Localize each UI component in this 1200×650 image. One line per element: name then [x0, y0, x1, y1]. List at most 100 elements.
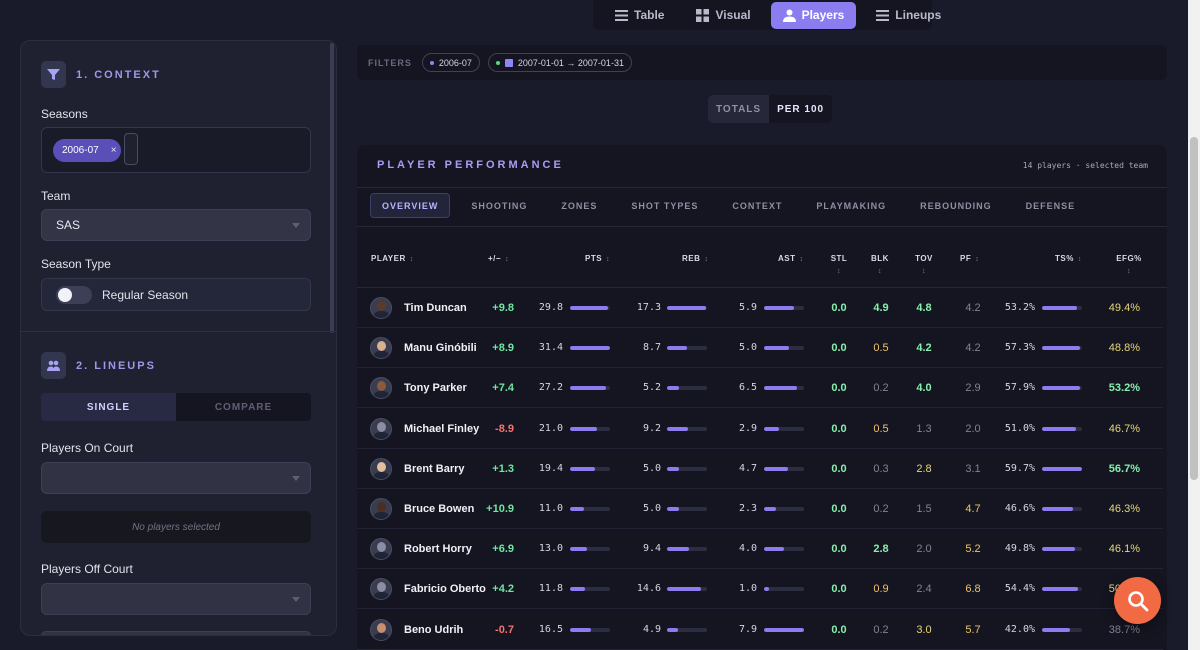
table-row[interactable]: Tony Parker +7.4 27.2 5.2 6.5 0.0 0.2 4.0 2.9 57.… [357, 368, 1163, 409]
table-row[interactable]: Tim Duncan +9.8 29.8 17.3 5.9 0.0 4.9 4.8 4.2 53.… [357, 288, 1163, 328]
col-efg[interactable]: EFG% ↕ [1114, 252, 1144, 278]
avatar [370, 538, 392, 561]
sort-icon: ↕ [1077, 256, 1082, 263]
pts-value: 11.8 [538, 583, 563, 595]
reb-bar-fill [667, 426, 689, 431]
ast-bar-fill [764, 386, 797, 391]
col-ast[interactable]: AST ↕ [778, 254, 804, 263]
player-name[interactable]: Beno Udrih [404, 623, 464, 636]
blk-value: 0.2 [873, 382, 889, 395]
tov-value: 1.5 [916, 503, 932, 515]
col-player[interactable]: PLAYER ↕ [371, 254, 414, 263]
lineups-section-header: 2. LINEUPS [41, 352, 156, 379]
stl-value: 0.0 [831, 422, 847, 435]
reb-bar [667, 547, 707, 552]
stl-value: 0.0 [831, 342, 847, 355]
ts-bar [1042, 547, 1082, 552]
filter-season-chip[interactable]: 2006-07 [421, 53, 480, 72]
players-on-court-select[interactable] [41, 462, 311, 494]
avatar-head [377, 461, 386, 472]
ts-bar [1042, 346, 1082, 351]
table-row[interactable]: Bruce Bowen +10.9 11.0 5.0 2.3 0.0 0.2 1.5 4.7 46… [357, 489, 1163, 529]
player-name[interactable]: Fabricio Oberto [404, 583, 486, 596]
totals-button[interactable]: TOTALS [708, 95, 770, 123]
player-name[interactable]: Tony Parker [404, 382, 467, 395]
ts-bar-fill [1042, 627, 1070, 632]
tov-value: 4.2 [916, 342, 932, 355]
table-row[interactable]: Michael Finley -8.9 21.0 9.2 2.9 0.0 0.5 1.3 2.0… [357, 409, 1163, 449]
table-row[interactable]: Fabricio Oberto +4.2 11.8 14.6 1.0 0.0 0.9 2.4 6… [357, 569, 1163, 610]
player-name[interactable]: Bruce Bowen [404, 503, 475, 515]
player-name[interactable]: Manu Ginóbili [404, 342, 477, 355]
pts-bar-fill [570, 386, 606, 391]
col-blk[interactable]: BLK ↕ [868, 252, 892, 278]
mode-compare-button[interactable]: COMPARE [176, 393, 311, 421]
sort-icon: ↕ [975, 256, 980, 263]
player-name[interactable]: Tim Duncan [404, 302, 467, 314]
col-plus-minus[interactable]: +/− ↕ [488, 254, 510, 263]
tab-context[interactable]: CONTEXT [732, 200, 783, 211]
col-pts[interactable]: PTS ↕ [585, 254, 611, 263]
col-reb[interactable]: REB ↕ [682, 254, 709, 263]
player-performance-panel: PLAYER PERFORMANCE 14 players · selected… [357, 145, 1167, 650]
season-type-toggle[interactable] [56, 285, 92, 304]
player-name[interactable]: Robert Horry [404, 543, 472, 556]
table-row[interactable]: Beno Udrih -0.7 16.5 4.9 7.9 0.0 0.2 3.0 5.7 42.0… [357, 610, 1163, 650]
plus-minus-value: +9.8 [492, 302, 514, 314]
pts-bar-fill [570, 346, 610, 351]
filter-date-chip[interactable]: 2007-01-01 → 2007-01-31 [487, 53, 632, 72]
col-ts[interactable]: TS% ↕ [1055, 254, 1082, 263]
grid-icon [696, 8, 710, 22]
player-name[interactable]: Michael Finley [404, 422, 480, 435]
nav-table[interactable]: Table [603, 2, 676, 29]
nav-players[interactable]: Players [770, 1, 857, 29]
season-chip: 2006-07 × [53, 139, 121, 162]
player-name[interactable]: Brent Barry [404, 462, 465, 475]
sidebar-scrollbar[interactable] [330, 43, 334, 333]
seasons-multiselect[interactable]: 2006-07 × [41, 127, 311, 173]
tab-overview[interactable]: OVERVIEW [370, 193, 451, 218]
sort-icon: ↕ [878, 268, 882, 275]
per100-button[interactable]: PER 100 [777, 103, 825, 115]
stl-value: 0.0 [831, 382, 847, 395]
page-scrollbar[interactable] [1188, 0, 1200, 650]
col-pf[interactable]: PF ↕ [960, 254, 980, 263]
search-icon [1127, 590, 1148, 611]
pts-bar [570, 466, 610, 471]
table-row[interactable]: Manu Ginóbili +8.9 31.4 8.7 5.0 0.0 0.5 4.2 4.2 5… [357, 328, 1163, 369]
tab-zones[interactable]: ZONES [561, 200, 598, 211]
next-select[interactable] [41, 631, 311, 635]
search-button[interactable] [1114, 577, 1161, 624]
seasons-search-input[interactable] [124, 133, 138, 165]
tab-defense[interactable]: DEFENSE [1025, 200, 1076, 211]
ast-value: 5.0 [738, 342, 757, 354]
col-stl[interactable]: STL ↕ [827, 252, 851, 278]
ast-bar-fill [764, 587, 770, 592]
team-select[interactable]: SAS [41, 209, 311, 241]
tab-playmaking[interactable]: PLAYMAKING [816, 200, 887, 211]
players-off-court-select[interactable] [41, 583, 311, 615]
nav-visual[interactable]: Visual [684, 2, 762, 29]
mode-single-button[interactable]: SINGLE [41, 393, 176, 421]
chip-remove-icon[interactable]: × [110, 145, 117, 156]
pts-bar-fill [570, 587, 586, 592]
ts-bar-fill [1042, 386, 1080, 391]
ast-bar-fill [764, 466, 788, 471]
pts-value: 29.8 [538, 302, 563, 313]
reb-value: 9.2 [642, 422, 661, 434]
efg-value: 46.7% [1108, 422, 1140, 435]
table-row[interactable]: Robert Horry +6.9 13.0 9.4 4.0 0.0 2.8 2.0 5.2 49… [357, 529, 1163, 570]
avatar-head [377, 622, 386, 633]
ts-value: 53.2% [1004, 302, 1035, 313]
page-scrollbar-thumb[interactable] [1190, 137, 1198, 480]
nav-lineups[interactable]: Lineups [864, 2, 953, 29]
tab-shooting[interactable]: SHOOTING [471, 200, 528, 211]
pts-bar [570, 306, 610, 310]
context-title: 1. CONTEXT [76, 68, 161, 81]
avatar-body [373, 471, 390, 479]
col-tov[interactable]: TOV ↕ [912, 252, 936, 278]
table-row[interactable]: Brent Barry +1.3 19.4 5.0 4.7 0.0 0.3 2.8 3.1 59.… [357, 449, 1163, 489]
tab-rebounding[interactable]: REBOUNDING [920, 200, 992, 211]
lineups-title: 2. LINEUPS [76, 359, 156, 372]
tab-shot-types[interactable]: SHOT TYPES [631, 200, 699, 211]
